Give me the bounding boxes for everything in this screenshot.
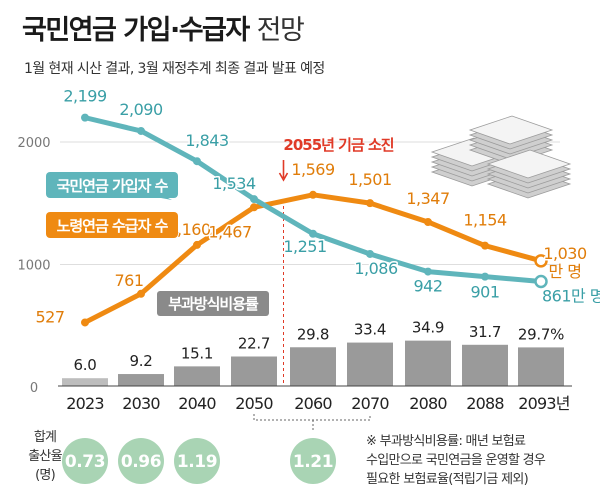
subscribers-value-label: 2,199 bbox=[63, 87, 107, 106]
recipients-value-label: 761 bbox=[114, 271, 143, 290]
line-point bbox=[250, 195, 258, 204]
line-point bbox=[424, 267, 432, 276]
bar-value-label: 33.4 bbox=[354, 321, 386, 339]
bar-legend-box bbox=[157, 291, 269, 316]
bar-legend-label: 부과방식비용률 bbox=[168, 295, 259, 313]
bar bbox=[405, 340, 451, 386]
bar-value-label: 9.2 bbox=[130, 352, 153, 370]
x-tick-label: 2080 bbox=[409, 394, 447, 413]
bar bbox=[347, 342, 393, 386]
bar-value-label: 6.0 bbox=[74, 356, 97, 374]
subtitle: 1월 현재 시산 결과, 3월 재정추계 최종 결과 발표 예정 bbox=[24, 61, 325, 77]
birth-rate-circle bbox=[118, 438, 164, 484]
x-tick-label: 2060 bbox=[294, 394, 332, 413]
bar-value-label: 31.7 bbox=[469, 323, 501, 341]
money-stack-icon bbox=[430, 115, 572, 199]
x-tick-label: 2023 bbox=[66, 394, 104, 413]
subscribers-legend-label: 국민연금 가입자 수 bbox=[57, 177, 169, 195]
birth-rate-label: 출산율 bbox=[28, 449, 62, 464]
recipients-legend-box bbox=[46, 212, 178, 238]
bar bbox=[290, 347, 336, 386]
recipients-value-label: 1,467 bbox=[208, 222, 251, 241]
footnote: ※ 부과방식비용률: 매년 보험료 수입만으로 국민연금을 운영할 경우 필요한… bbox=[366, 432, 598, 489]
bar-value-label: 29.8 bbox=[297, 325, 329, 343]
subscribers-value-label: 1,534 bbox=[212, 174, 256, 193]
bar bbox=[174, 366, 220, 386]
depletion-label: 2055년 기금 소진 bbox=[283, 136, 393, 154]
line-point bbox=[424, 217, 432, 226]
line-point bbox=[137, 289, 145, 298]
bar-value-label: 34.9 bbox=[412, 319, 444, 337]
y-tick-label: 2000 bbox=[17, 136, 50, 151]
birth-rate-circle bbox=[62, 438, 108, 484]
subscribers-value-label: 901 bbox=[470, 283, 499, 302]
page-title: 국민연금 가입·수급자 전망 bbox=[22, 8, 305, 47]
bar bbox=[231, 356, 277, 386]
bar bbox=[62, 378, 108, 386]
x-tick-label: 2050 bbox=[235, 394, 273, 413]
birth-rate-label: (명) bbox=[35, 468, 55, 483]
recipients-value-label: 1,154 bbox=[463, 211, 507, 230]
line-point bbox=[481, 241, 489, 250]
line-point bbox=[534, 254, 548, 268]
birth-rate-circle bbox=[290, 438, 336, 484]
x-tick-label: 2088 bbox=[466, 394, 504, 413]
birth-rate-value: 0.96 bbox=[121, 452, 161, 472]
title-light: 전망 bbox=[256, 15, 305, 46]
bar bbox=[518, 347, 564, 386]
recipients-value-label: 1,569 bbox=[291, 160, 335, 179]
birth-rate-value: 1.21 bbox=[293, 452, 333, 472]
recipients-legend-label: 노령연금 수급자 수 bbox=[57, 217, 169, 235]
line-point bbox=[309, 229, 317, 238]
title-main: 국민연금 가입·수급자 bbox=[22, 15, 250, 46]
subscribers-value-label: 1,251 bbox=[283, 237, 326, 256]
birth-rate-label: 합계 bbox=[34, 430, 56, 445]
subscribers-value-label: 942 bbox=[413, 277, 442, 296]
line-point bbox=[193, 157, 201, 166]
birth-rate-bracket bbox=[253, 414, 371, 432]
footnote-line-1: ※ 부과방식비용률: 매년 보험료 bbox=[366, 434, 526, 449]
depletion-arrow-icon bbox=[278, 160, 289, 182]
x-tick-label: 2040 bbox=[178, 394, 216, 413]
footnote-line-2: 수입만으로 국민연금을 운영할 경우 bbox=[366, 453, 546, 468]
subscribers-value-label: 1,843 bbox=[185, 131, 228, 150]
y-tick-label: 1000 bbox=[17, 259, 50, 274]
subscribers-value-label: 1,086 bbox=[354, 259, 398, 278]
bar-value-label: 22.7 bbox=[238, 334, 270, 352]
line-point bbox=[534, 274, 548, 289]
bar-value-label: 15.1 bbox=[181, 344, 213, 362]
x-tick-label: 2030 bbox=[122, 394, 160, 413]
x-tick-label: 2093년 bbox=[518, 394, 570, 413]
line-point bbox=[309, 190, 317, 199]
bar bbox=[118, 374, 164, 386]
y-tick-label: 0 bbox=[30, 381, 38, 396]
line-point bbox=[366, 199, 374, 208]
bar-value-label: 29.7% bbox=[518, 325, 564, 343]
subscribers-value-label: 861만 명 bbox=[542, 287, 600, 306]
birth-rate-value: 0.73 bbox=[65, 452, 105, 472]
subscribers-value-label: 2,090 bbox=[119, 100, 163, 119]
line-point bbox=[193, 240, 201, 249]
line-point bbox=[481, 272, 489, 281]
birth-rate-circle bbox=[174, 438, 220, 484]
line-point bbox=[81, 113, 89, 122]
recipients-value-label: 1,030 bbox=[543, 244, 587, 263]
footnote-line-3: 필요한 보험료율(적립기금 제외) bbox=[366, 472, 529, 487]
recipients-value-label: 1,501 bbox=[348, 170, 391, 189]
recipients-value-label: 1,347 bbox=[406, 189, 449, 208]
bar bbox=[462, 344, 508, 386]
line-point bbox=[366, 249, 374, 258]
x-tick-label: 2070 bbox=[351, 394, 389, 413]
subscribers-legend-box bbox=[46, 172, 178, 198]
recipients-unit-label: 만 명 bbox=[548, 262, 581, 281]
line-point bbox=[137, 126, 145, 135]
line-point bbox=[81, 318, 89, 327]
line-point bbox=[250, 203, 258, 212]
birth-rate-value: 1.19 bbox=[177, 452, 217, 472]
recipients-value-label: 527 bbox=[35, 307, 64, 326]
